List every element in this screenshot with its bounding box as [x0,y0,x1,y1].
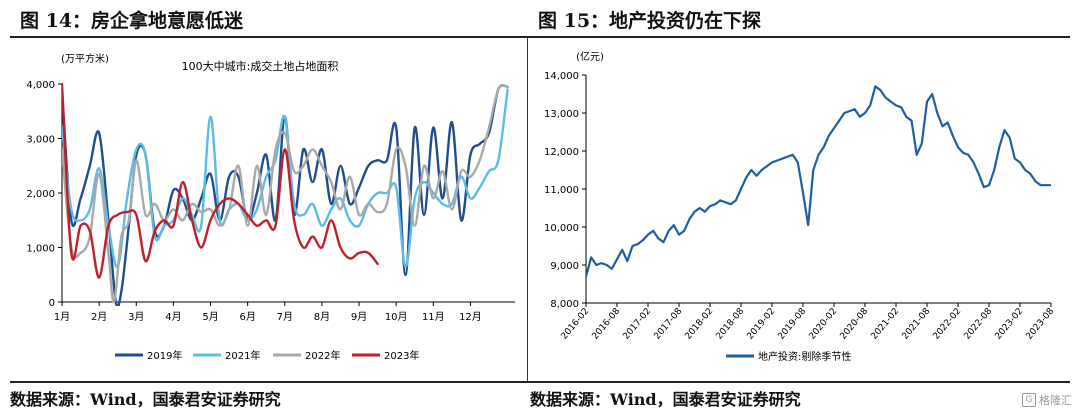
x-tick-label: 2022-02 [931,307,963,342]
y-tick-label: 10,000 [544,223,579,234]
y-tick-label: 12,000 [544,147,579,158]
x-tick-label: 2017-08 [652,306,684,341]
left-data-source: 数据来源：Wind，国泰君安证券研究 [10,390,281,409]
x-tick-label: 8月 [314,311,330,323]
y-tick-label: 14,000 [544,71,579,82]
x-tick-label: 7月 [277,311,293,323]
x-tick-label: 6月 [239,311,255,323]
y-tick-label: 4,000 [26,80,55,91]
watermark-logo-icon: G [1022,393,1036,407]
y-tick-label: 3,000 [26,135,55,146]
legend-label-2021: 2021年 [225,349,260,362]
watermark: G 格隆汇 [1022,392,1072,408]
legend-label-investment: 地产投资:剔除季节性 [758,350,851,363]
y-tick-label: 0 [49,298,55,309]
x-tick-label: 2023-02 [993,307,1025,342]
series-line-2023 [62,82,379,279]
x-tick-label: 2019-08 [776,306,808,341]
x-tick-label: 2018-02 [683,307,715,342]
legend-label-2019: 2019年 [147,349,182,362]
y-tick-label: 13,000 [544,109,579,120]
x-tick-label: 11月 [422,311,445,323]
x-tick-label: 2017-02 [621,307,653,342]
y-tick-label: 8,000 [550,299,579,310]
y-tick-label: 2,000 [26,189,55,200]
x-tick-label: 2018-08 [714,306,746,341]
panel-divider [527,37,528,381]
x-tick-label: 2020-08 [838,306,870,341]
y-tick-label: 9,000 [550,261,579,272]
legend-label-2023: 2023年 [384,349,419,362]
series-line-investment [586,85,1051,278]
top-rule [10,36,1070,38]
x-tick-label: 2月 [91,311,107,323]
x-tick-label: 2022-08 [962,306,994,341]
x-tick-label: 2021-02 [869,307,901,342]
x-tick-label: 4月 [165,311,181,323]
right-figure-title: 图 15：地产投资仍在下探 [538,10,762,32]
x-tick-label: 2021-08 [900,306,932,341]
land-area-chart: 0 1,000 2,000 3,000 4,000 1月 2月 3月 4月 5月 6月 7月 8月 9月 1… [26,52,515,362]
x-tick-label: 2023-08 [1024,306,1056,341]
bottom-rule [10,381,1070,383]
x-tick-label: 2016-02 [559,307,591,342]
x-tick-label: 2019-02 [745,307,777,342]
x-tick-label: 3月 [128,311,144,323]
left-figure-title: 图 14：房企拿地意愿低迷 [20,10,244,32]
x-tick-label: 1月 [54,311,70,323]
watermark-text: 格隆汇 [1039,394,1072,407]
series-line-2022 [62,84,509,304]
x-tick-label: 9月 [351,311,367,323]
x-tick-label: 10月 [385,311,408,323]
investment-chart: 8,000 9,000 10,000 11,000 12,000 13,000 14,000… [544,50,1056,363]
series-line-2021 [62,88,509,269]
x-tick-label: 5月 [202,311,218,323]
legend-label-2022: 2022年 [305,349,340,362]
y-axis-unit-label: (亿元) [576,50,604,63]
x-tick-label: 2020-02 [807,307,839,342]
x-tick-label: 2016-08 [590,306,622,341]
chart-title: 100大中城市:成交土地占地面积 [182,59,339,73]
y-axis-unit-label: (万平方米) [61,52,109,65]
x-tick-label: 12月 [459,311,482,323]
y-tick-label: 1,000 [26,244,55,255]
right-data-source: 数据来源：Wind，国泰君安证券研究 [530,390,801,409]
y-tick-label: 11,000 [544,185,579,196]
